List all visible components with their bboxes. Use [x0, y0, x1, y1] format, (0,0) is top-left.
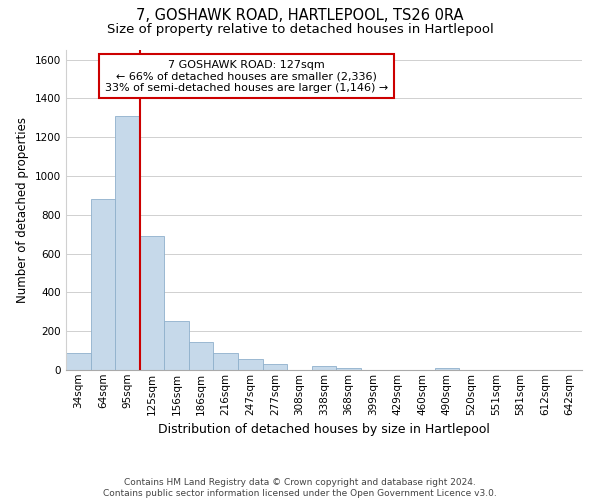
Bar: [189, 342, 214, 370]
Text: Contains HM Land Registry data © Crown copyright and database right 2024.
Contai: Contains HM Land Registry data © Crown c…: [103, 478, 497, 498]
Text: 7 GOSHAWK ROAD: 127sqm
← 66% of detached houses are smaller (2,336)
33% of semi-: 7 GOSHAWK ROAD: 127sqm ← 66% of detached…: [105, 60, 388, 93]
Bar: [214, 353, 238, 370]
Bar: [140, 236, 164, 370]
Text: 7, GOSHAWK ROAD, HARTLEPOOL, TS26 0RA: 7, GOSHAWK ROAD, HARTLEPOOL, TS26 0RA: [136, 8, 464, 22]
Bar: [115, 116, 140, 370]
X-axis label: Distribution of detached houses by size in Hartlepool: Distribution of detached houses by size …: [158, 423, 490, 436]
Bar: [263, 364, 287, 370]
Bar: [164, 321, 189, 370]
Bar: [336, 368, 361, 370]
Text: Size of property relative to detached houses in Hartlepool: Size of property relative to detached ho…: [107, 22, 493, 36]
Bar: [238, 360, 263, 370]
Bar: [66, 353, 91, 370]
Bar: [91, 200, 115, 370]
Bar: [312, 366, 336, 370]
Bar: [434, 368, 459, 370]
Y-axis label: Number of detached properties: Number of detached properties: [16, 117, 29, 303]
